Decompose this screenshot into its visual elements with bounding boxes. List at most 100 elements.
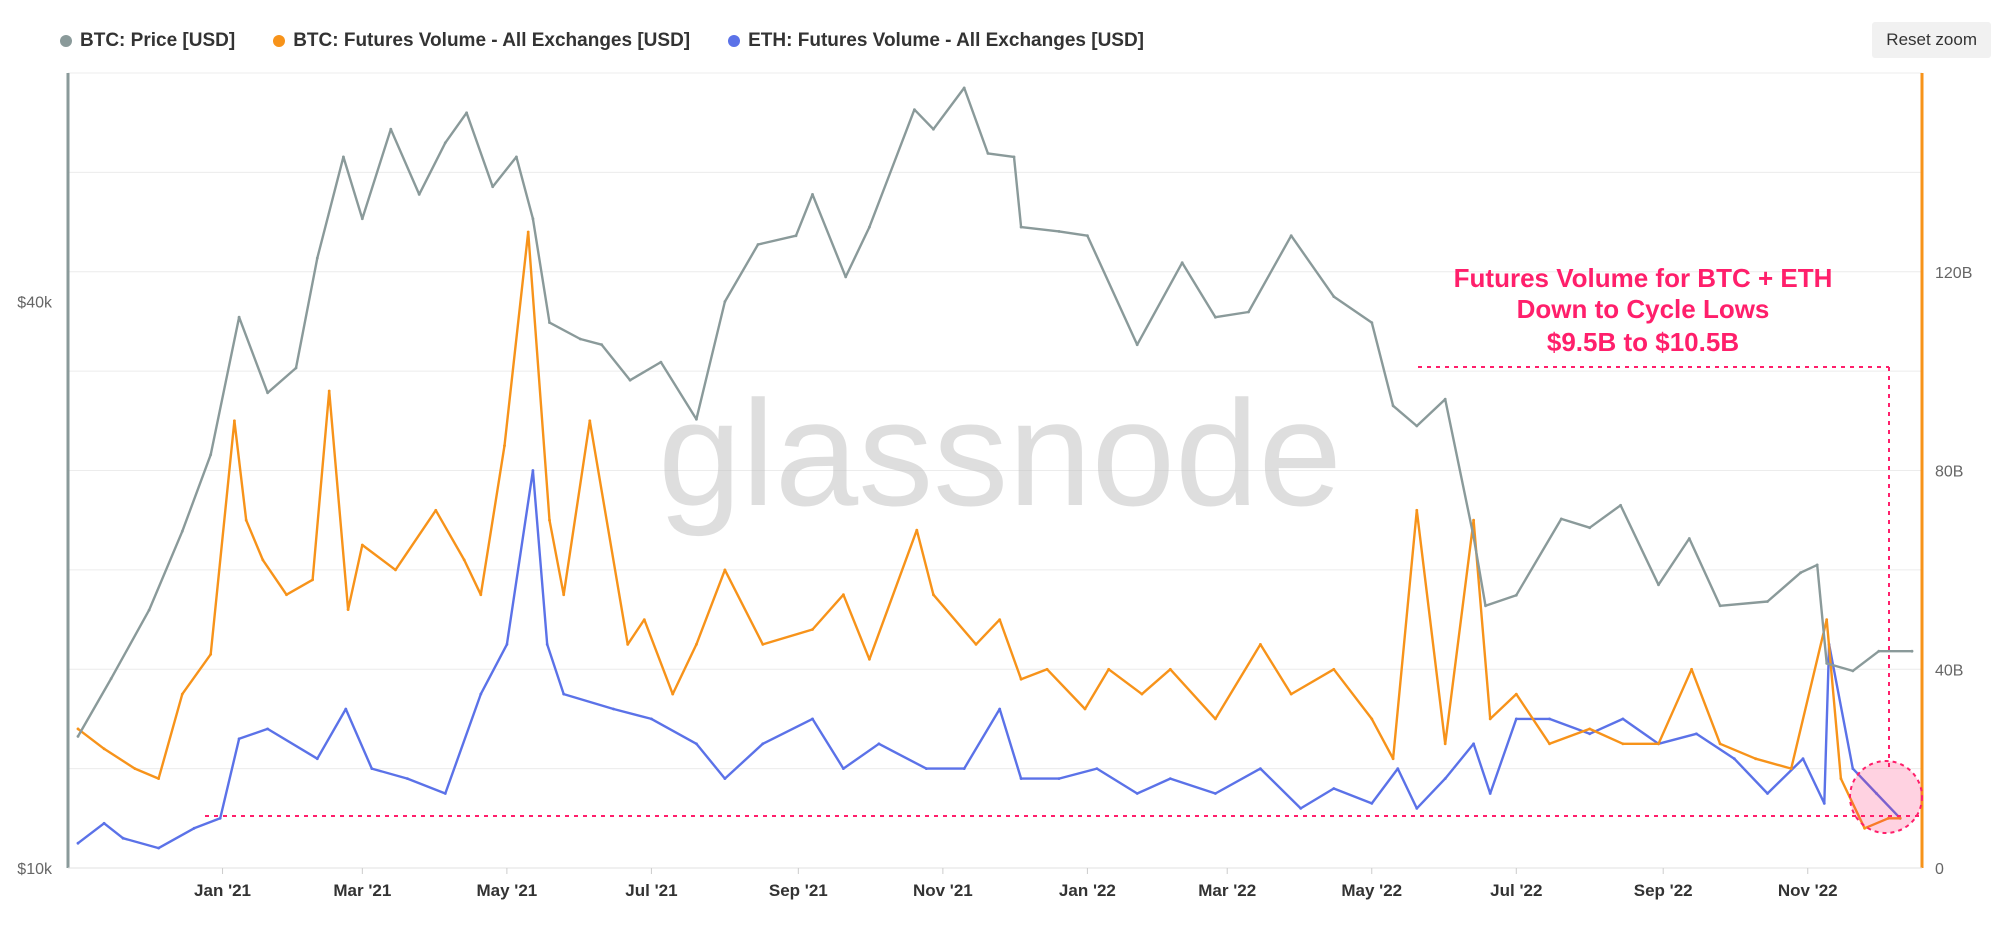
data-point: [811, 717, 814, 721]
legend-marker-btc-price: [60, 35, 72, 47]
data-point: [294, 366, 298, 370]
data-point: [1488, 792, 1492, 795]
data-point: [1214, 315, 1217, 319]
series-line-btc-price[interactable]: [76, 86, 1914, 738]
data-point: [102, 747, 106, 751]
data-point: [1514, 717, 1518, 721]
data-point: [1815, 563, 1819, 567]
data-point: [695, 742, 698, 746]
data-point: [389, 127, 393, 131]
data-point: [1299, 807, 1303, 810]
data-point: [671, 692, 675, 696]
data-point: [1621, 742, 1625, 746]
data-point: [315, 757, 319, 761]
data-point: [1886, 816, 1890, 820]
data-point: [1799, 571, 1802, 575]
data-point: [868, 657, 871, 661]
x-tick-label: Sep '22: [1634, 881, 1693, 900]
data-point: [868, 225, 871, 229]
data-point: [1259, 643, 1262, 646]
data-point: [1086, 234, 1089, 238]
data-point: [1514, 692, 1518, 696]
data-point: [102, 821, 106, 825]
data-point: [545, 643, 549, 646]
data-point: [650, 717, 653, 721]
data-point: [811, 193, 814, 196]
data-point: [695, 417, 698, 421]
data-point: [548, 321, 551, 324]
data-point: [1657, 742, 1660, 746]
x-tick-label: May '22: [1341, 881, 1402, 900]
x-tick-label: Nov '22: [1778, 881, 1838, 900]
series-line-eth-futures[interactable]: [76, 469, 1902, 850]
watermark-text: glassnode: [658, 369, 1342, 537]
legend-label-eth-futures: ETH: Futures Volume - All Exchanges [USD…: [748, 30, 1145, 51]
annotation-line-1: Futures Volume for BTC + ETH: [1454, 263, 1833, 293]
data-point: [1718, 604, 1722, 608]
data-point: [192, 826, 196, 830]
data-point: [1514, 593, 1518, 597]
data-point: [1619, 503, 1622, 507]
annotation-line-3: $9.5B to $10.5B: [1547, 327, 1739, 357]
data-point: [237, 315, 241, 319]
x-tick-label: Mar '21: [333, 881, 391, 900]
legend-item-btc-price[interactable]: BTC: Price [USD]: [60, 30, 235, 52]
data-point: [1910, 649, 1914, 653]
series-line-btc-futures[interactable]: [76, 230, 1902, 830]
data-point: [794, 234, 798, 238]
data-point: [1588, 727, 1592, 731]
legend-item-btc-futures[interactable]: BTC: Futures Volume - All Exchanges [USD…: [273, 30, 690, 52]
data-point: [1095, 767, 1099, 770]
data-point: [1259, 767, 1262, 770]
data-point: [1332, 787, 1336, 790]
data-point: [932, 593, 935, 597]
data-point: [1289, 692, 1293, 696]
x-tick-label: Nov '21: [913, 881, 973, 900]
data-point: [1488, 717, 1492, 721]
data-point: [1822, 802, 1826, 805]
data-point: [121, 836, 125, 840]
data-point: [1875, 792, 1878, 795]
data-point: [1443, 742, 1447, 746]
data-point: [578, 337, 582, 341]
data-point: [327, 389, 331, 393]
data-point: [723, 568, 727, 572]
data-point: [1391, 404, 1395, 408]
data-point: [1559, 517, 1563, 521]
x-tick-label: Jan '21: [194, 881, 251, 900]
data-point: [1732, 757, 1736, 761]
data-point: [1214, 717, 1217, 721]
data-point: [642, 618, 646, 621]
data-point: [233, 419, 236, 423]
data-point: [626, 643, 630, 646]
data-point: [1391, 757, 1395, 761]
y-right-tick-label: 40B: [1935, 662, 1963, 679]
data-point: [1135, 792, 1139, 795]
legend-marker-btc-futures: [273, 35, 286, 47]
annotation-group: Futures Volume for BTC + ETH Down to Cyc…: [205, 263, 1923, 834]
data-point: [628, 378, 632, 382]
data-point: [1472, 518, 1475, 522]
annotation-line-2: Down to Cycle Lows: [1517, 294, 1770, 324]
data-point: [1877, 649, 1881, 653]
data-point: [180, 529, 184, 533]
data-point: [266, 391, 269, 395]
data-point: [1019, 677, 1023, 681]
data-point: [723, 777, 727, 780]
data-point: [1140, 692, 1144, 696]
data-point: [1332, 667, 1336, 671]
data-point: [915, 528, 919, 532]
x-tick-label: Jul '22: [1490, 881, 1542, 900]
data-point: [1012, 155, 1016, 159]
data-point: [1687, 537, 1691, 540]
data-point: [1370, 802, 1374, 805]
data-point: [133, 767, 137, 770]
data-point: [1168, 777, 1172, 780]
legend-item-eth-futures[interactable]: ETH: Futures Volume - All Exchanges [USD…: [728, 30, 1144, 52]
data-point: [209, 652, 213, 656]
data-point: [562, 692, 566, 696]
reset-zoom-button[interactable]: Reset zoom: [1872, 22, 1991, 58]
data-point: [1851, 767, 1855, 770]
data-point: [962, 767, 966, 770]
